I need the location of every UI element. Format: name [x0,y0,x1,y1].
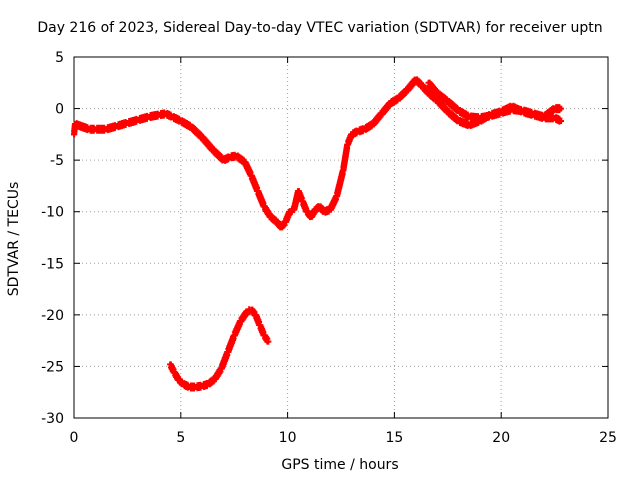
data-point [265,338,272,345]
y-tick-label: -5 [50,153,64,169]
x-axis-label: GPS time / hours [281,457,399,473]
y-tick-label: 5 [55,50,64,66]
data-point [558,105,565,112]
y-tick-label: -10 [41,205,64,221]
axis-ticks: 0 5 10 15 20 25 5 0 -5 -10 -15 -20 -25 -30 [41,50,617,446]
y-tick-label: -20 [41,308,64,324]
x-tick-label: 10 [279,430,297,446]
y-tick-label: -25 [41,359,64,375]
x-tick-label: 5 [176,430,185,446]
y-tick-label: 0 [55,102,64,118]
y-axis-label: SDTVAR / TECUs [6,181,22,297]
x-tick-label: 0 [70,430,79,446]
chart-title: Day 216 of 2023, Sidereal Day-to-day VTE… [37,20,603,36]
y-tick-label: -15 [41,256,64,272]
x-tick-label: 25 [599,430,617,446]
x-tick-label: 20 [492,430,510,446]
plot-frame [73,56,609,419]
x-tick-label: 15 [385,430,403,446]
data-marks [71,76,565,392]
data-point [558,117,565,124]
y-tick-label: -30 [41,411,64,427]
